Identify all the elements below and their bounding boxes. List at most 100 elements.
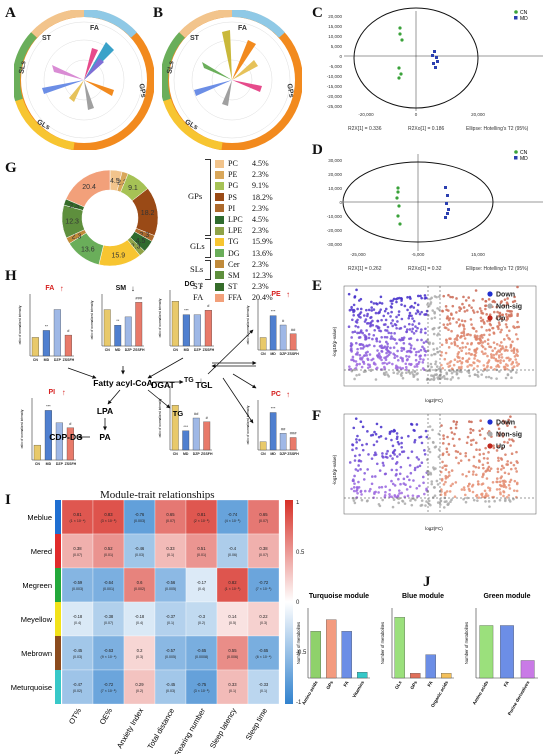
svg-text:0: 0 [339,54,342,59]
svg-text:0.14: 0.14 [228,614,237,619]
legend-swatch [215,282,224,291]
svg-text:(0.06): (0.06) [228,553,237,557]
svg-text:(0.002): (0.002) [134,587,145,591]
svg-text:MD: MD [270,452,276,456]
module-label-mered: Mered [31,547,52,556]
pathway-arrow [222,377,254,424]
volcano-legend-non-sig: Non-sig [496,432,522,439]
heatmap-cell [247,635,280,671]
svg-text:Number of metabolites: Number of metabolites [296,622,301,664]
svg-text:ZSSFH: ZSSFH [287,452,299,456]
bar-chart-sm: ratio of normalized intensity CN ** MD DZP ##… [90,284,145,352]
svg-text:-log10(p-value): -log10(p-value) [332,326,337,357]
heatmap-cell [123,635,156,671]
svg-text:-0.72: -0.72 [259,580,269,585]
svg-text:10,000: 10,000 [328,34,342,39]
node-tgl: TGL [196,380,213,390]
node-cdp-dg: CDP-DG [49,432,83,442]
svg-text:ZSSFH: ZSSFH [65,462,77,466]
legend-percent: 13.6% [252,248,273,258]
bar-pi-cn [33,444,41,461]
svg-text:FA: FA [426,679,434,687]
svg-text:(0.001): (0.001) [103,587,114,591]
svg-text:(3 × 10⁻⁵): (3 × 10⁻⁵) [101,519,117,523]
svg-text:##: ## [291,327,296,332]
svg-text:30,000: 30,000 [328,158,342,163]
svg-text:MD: MD [44,358,50,362]
svg-text:log2(FC): log2(FC) [425,526,443,531]
svg-text:(0.005): (0.005) [165,587,176,591]
module-label-meblue: Meblue [27,513,52,522]
module-bar [410,673,421,679]
svg-text:-0.45: -0.45 [166,682,176,687]
legend-swatch [215,215,224,224]
module-bar [441,673,452,679]
bar-chart-pi: ratio of normalized intensity CN *** MD DZP #… [20,388,77,466]
heatmap-cell [154,500,187,535]
svg-text:R2Xo[1] = 0.32: R2Xo[1] = 0.32 [408,266,442,272]
legend-percent: 2.3% [252,170,269,180]
legend-name: PC [228,159,238,169]
legend-item-tg: TG 15.9% [215,236,273,247]
svg-text:(0.003): (0.003) [134,519,145,523]
svg-text:-0.37: -0.37 [166,614,176,619]
rose-chart-b: FA ST SLs GPs GLs [162,10,302,150]
heatmap-cell [247,601,280,637]
heatmap-cell [154,567,187,603]
heatmap-cell [123,669,156,705]
volcano-legend-up: Up [496,316,505,323]
module-bar [341,631,352,679]
panel-label-a: A [5,5,16,21]
svg-text:MD: MD [184,348,190,352]
svg-text:↑: ↑ [60,284,64,293]
legend-item-dg: DG 13.6% [215,248,273,259]
svg-text:20,000: 20,000 [328,14,342,19]
heatmap-cell [61,533,94,569]
heatmap-cell [216,533,249,569]
svg-text:CN: CN [33,358,39,362]
svg-text:Number of metabolites: Number of metabolites [464,622,469,664]
svg-text:(0.0008): (0.0008) [195,655,208,659]
bar-pe-zssfh [289,333,297,351]
node-pa: PA [99,432,110,442]
svg-text:CN: CN [35,462,41,466]
legend-swatch [215,249,224,258]
svg-text:**: ** [116,318,120,323]
svg-text:-1: -1 [296,700,302,706]
heatmap-cell [123,533,156,569]
legend-name: PE [228,170,238,180]
svg-text:##: ## [281,426,286,431]
rose-a-gps-label: GPs [137,83,146,98]
legend-percent: 2.3% [252,282,269,292]
svg-text:(0.07): (0.07) [104,621,113,625]
svg-text:DZP: DZP [280,452,288,456]
svg-text:(0.03): (0.03) [73,655,82,659]
module-chart-2: Green module Number of metabolites Amino a… [464,593,538,716]
svg-text:↓: ↓ [199,376,203,385]
module-chart-1: Blue module Number of metabolites GLs GPs FA… [380,593,454,708]
svg-text:(0.003): (0.003) [72,587,83,591]
legend-item-st: ST 2.3% [215,281,273,292]
svg-text:(0.02): (0.02) [73,689,82,693]
svg-text:-5,000: -5,000 [329,64,342,69]
legend-item-pg: PG 9.1% [215,180,273,191]
svg-text:(0.1): (0.1) [167,621,174,625]
svg-text:FA: FA [503,679,511,687]
svg-text:DZP: DZP [280,352,288,356]
heatmap-cell [216,635,249,671]
heatmap-cell [61,567,94,603]
svg-text:-0.75: -0.75 [197,682,207,687]
legend-item-pc: PC 4.5% [215,158,273,169]
donut-slice-ffa [65,169,111,208]
legend-swatch [215,293,224,302]
heatmap-cell [216,601,249,637]
svg-text:(1 × 10⁻⁴): (1 × 10⁻⁴) [70,519,86,523]
heatmap-cell [92,500,125,535]
svg-text:ZSSFH: ZSSFH [201,452,213,456]
svg-text:(0.07): (0.07) [73,553,82,557]
svg-text:(2 × 10⁻⁵): (2 × 10⁻⁵) [194,519,210,523]
svg-text:(0.3): (0.3) [136,655,143,659]
bar-pe-md [269,315,277,351]
legend-item-lpe: LPE 2.3% [215,225,273,236]
heatmap-cell [185,567,218,603]
